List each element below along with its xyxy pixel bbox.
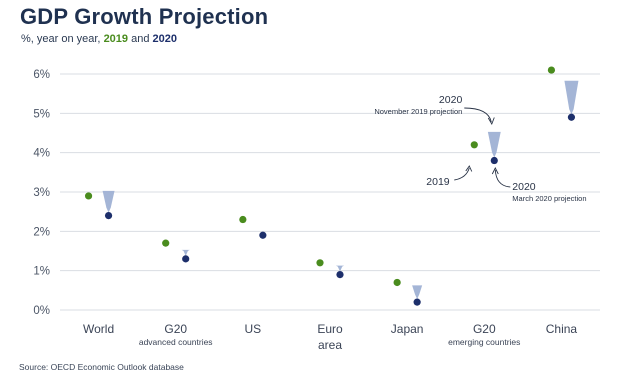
revision-arrow [564,80,579,115]
y-tick-label: 3% [33,187,50,199]
x-category-sublabel: advanced countries [139,337,213,347]
y-tick-label: 6% [33,69,50,81]
y-tick-label: 4% [33,148,50,160]
x-category-label: Japan [391,322,424,336]
annotation-leader [494,169,511,188]
x-category-sublabel: area [318,338,342,352]
dot-2019 [470,141,478,149]
y-tick-label: 1% [33,266,50,278]
annotation-text: November 2019 projection [374,107,462,116]
annotation-arrowhead [491,166,499,175]
annotation-arrowhead [465,165,473,172]
dot-2020 [490,156,498,165]
source-note: Source: OECD Economic Outlook database [19,362,184,372]
annotation-year: 2020 [439,94,463,106]
annotation-leader [464,107,492,123]
dot-2020 [567,113,576,121]
x-category-label: Euro [317,322,343,336]
x-category-label: US [245,322,262,336]
revision-arrow [487,131,501,158]
dot-2020 [104,212,113,220]
revision-arrow [412,285,423,300]
y-tick-label: 0% [33,305,50,317]
dot-2020 [413,298,421,306]
dot-2019 [84,192,93,200]
dot-2020 [259,231,267,239]
annotation-year: 2020 [512,181,536,193]
dot-2020 [182,255,190,263]
chart-subtitle: %, year on year, 2019 and 2020 [21,33,177,45]
y-tick-labels: 0% 1% 2% 3% 4% 5% 6% [33,69,50,317]
x-category-label: G20 [164,322,187,336]
x-category-label: G20 [473,322,496,336]
y-tick-label: 2% [33,226,50,238]
dot-2019 [162,239,170,247]
revision-arrow [102,190,115,213]
grid-layer [60,73,600,311]
y-tick-label: 5% [33,108,50,120]
dot-2019 [547,66,556,74]
dot-2019 [239,215,247,224]
subtitle-and: and [131,33,150,45]
dot-2020 [336,271,344,279]
x-category-label: World [83,322,114,336]
annotation-arrowhead [487,117,495,126]
subtitle-2020-legend: 2020 [152,33,178,45]
dot-2019 [316,259,324,267]
chart-title: GDP Growth Projection [20,4,269,29]
subtitle-prefix: %, year on year, [21,33,101,45]
dot-2019 [393,278,401,287]
x-category-sublabel: emerging countries [448,337,520,347]
annotation-leader [454,167,470,181]
x-category-label: China [546,322,578,336]
subtitle-2019-legend: 2019 [103,33,129,45]
annotation-year: 2019 [426,176,450,188]
revision-arrow [181,249,190,256]
revision-arrow [335,265,345,272]
annotation-text: March 2020 projection [512,194,586,203]
data-marks [84,66,579,306]
